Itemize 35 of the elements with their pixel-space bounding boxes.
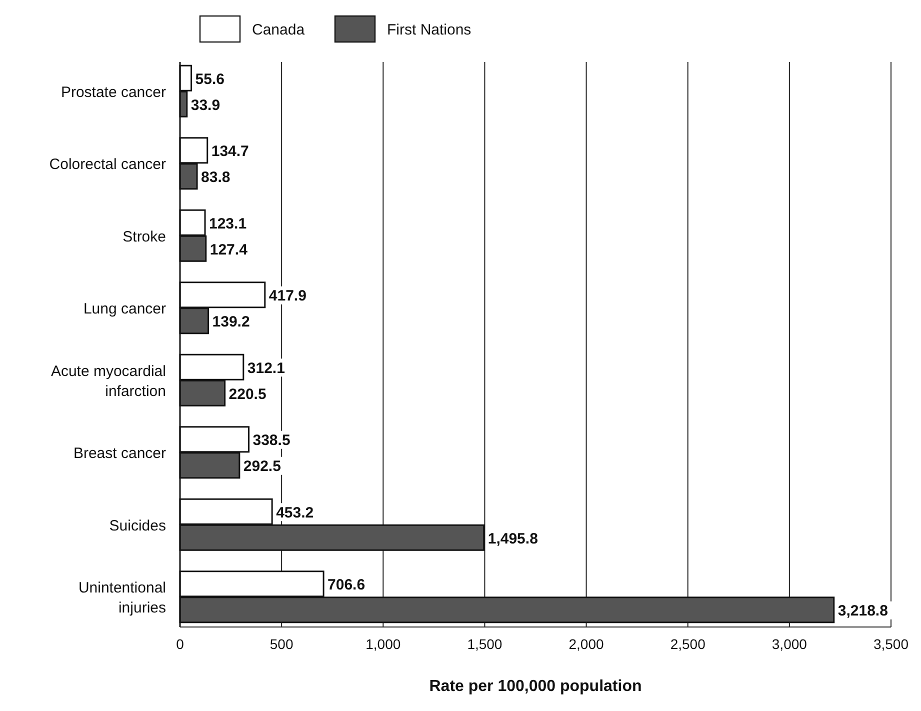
x-tick-label: 1,000 <box>366 636 401 652</box>
data-label: 1,495.8 <box>488 530 538 548</box>
data-label: 453.2 <box>276 504 314 522</box>
data-label: 83.8 <box>201 169 230 186</box>
data-label: 292.5 <box>243 458 281 476</box>
legend-label: First Nations <box>387 21 472 38</box>
x-tick-label: 3,500 <box>873 636 909 652</box>
x-tick-label: 3,000 <box>772 636 808 652</box>
y-tick-label: Acute myocardial infarction <box>50 362 166 400</box>
data-label: 127.4 <box>210 241 248 258</box>
data-label: 134.7 <box>211 143 249 160</box>
x-tick-label: 500 <box>270 636 294 652</box>
y-tick-label: Stroke <box>122 228 166 246</box>
x-axis-title: Rate per 100,000 population <box>429 678 642 695</box>
data-label: 139.2 <box>212 314 250 331</box>
data-label: 33.9 <box>190 96 220 114</box>
data-label: 706.6 <box>328 576 366 594</box>
y-tick-label: Breast cancer <box>73 445 166 462</box>
data-label: 55.6 <box>195 70 224 88</box>
data-label: 312.1 <box>247 360 285 377</box>
y-tick-label: Suicides <box>109 517 166 534</box>
x-tick-label: 0 <box>176 636 184 652</box>
y-tick-label: Colorectal cancer <box>49 156 166 174</box>
data-label: 417.9 <box>268 288 306 305</box>
x-tick-label: 1,500 <box>467 636 502 652</box>
y-tick-label: Unintentional injuries <box>78 580 166 617</box>
x-tick-label: 2,000 <box>568 636 604 652</box>
y-tick-label: Prostate cancer <box>60 84 166 101</box>
x-tick-label: 2,500 <box>670 636 706 652</box>
data-label: 3,218.8 <box>838 602 888 620</box>
data-label: 123.1 <box>209 215 247 232</box>
data-label: 338.5 <box>252 432 290 450</box>
legend-label: Canada <box>252 21 306 38</box>
y-tick-label: Lung cancer <box>83 300 166 318</box>
data-label: 220.5 <box>228 386 266 403</box>
